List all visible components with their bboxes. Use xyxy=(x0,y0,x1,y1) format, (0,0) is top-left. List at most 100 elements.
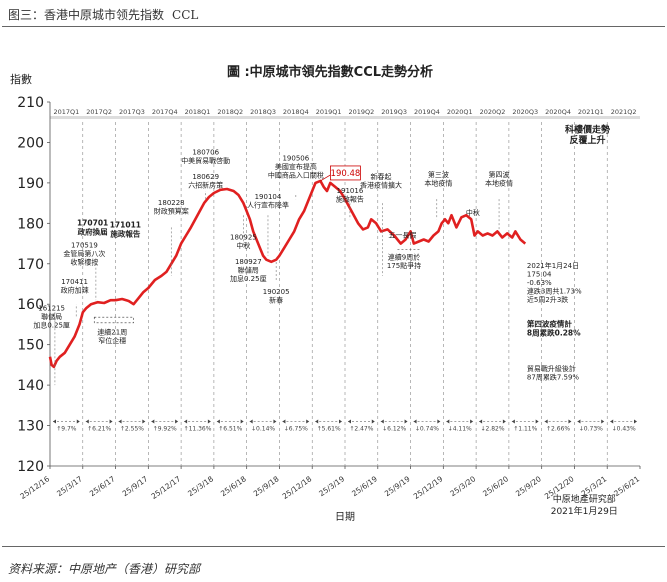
qoq-change-label: ↓2.82% xyxy=(480,426,504,433)
qoq-arrow-head xyxy=(118,419,122,424)
header-title-en: CCL xyxy=(172,8,199,22)
qoq-change-label: ↑6.51% xyxy=(218,426,242,433)
x-tick-label: 25/9/20 xyxy=(514,474,543,498)
qoq-arrow-head xyxy=(249,419,253,424)
quarter-label: 2017Q1 xyxy=(53,108,79,116)
event-annotation: 180927 聯儲局加息0.25厘 xyxy=(230,258,267,283)
event-annotation: 171011 施政報告 xyxy=(110,220,141,238)
qoq-change-label: ↑1.11% xyxy=(513,426,537,433)
qoq-arrow-head xyxy=(577,419,581,424)
quarter-label: 2020Q2 xyxy=(480,108,506,116)
event-annotation: 180925 中秋 xyxy=(230,234,257,251)
qoq-arrow-head xyxy=(479,419,483,424)
qoq-change-label: ↓6.12% xyxy=(382,426,406,433)
quarter-label: 2018Q4 xyxy=(283,108,309,116)
qoq-arrow-head xyxy=(273,419,277,424)
event-annotation: 第三波本地疫情 xyxy=(424,170,452,188)
qoq-arrow-head xyxy=(282,419,286,424)
ccl-series-line xyxy=(48,179,527,369)
qoq-arrow-head xyxy=(339,419,342,424)
qoq-arrow-head xyxy=(535,419,539,424)
event-annotation: 中秋 xyxy=(466,208,480,217)
peak-marker-leader xyxy=(320,174,331,182)
qoq-arrow-head xyxy=(380,419,384,424)
qoq-arrow-head xyxy=(109,419,113,424)
qoq-arrow-head xyxy=(85,419,89,424)
y-tick-label: 190 xyxy=(17,176,44,192)
y-tick-label: 140 xyxy=(17,378,44,394)
qoq-arrow-head xyxy=(348,419,351,424)
footer-rule xyxy=(2,546,665,547)
qoq-arrow-head xyxy=(568,419,572,424)
x-tick-label: 25/9/17 xyxy=(121,474,150,498)
credit-date: 2021年1月29日 xyxy=(551,505,618,517)
qoq-arrow-head xyxy=(470,419,474,424)
y-tick-label: 210 xyxy=(17,95,44,111)
qoq-change-label: ↑6.21% xyxy=(87,426,111,433)
qoq-change-label: ↑2.55% xyxy=(120,426,144,433)
x-tick-label: 25/6/17 xyxy=(88,474,117,498)
event-annotation: 連續9周於 175點爭持 xyxy=(387,253,421,271)
event-annotation: 180706 中美貿易戰啓動 xyxy=(181,149,230,166)
qoq-change-label: ↓0.43% xyxy=(612,426,636,433)
qoq-arrow-head xyxy=(610,419,614,424)
x-tick-label: 25/6/21 xyxy=(612,474,641,498)
qoq-arrow-head xyxy=(240,419,244,424)
y-tick-label: 170 xyxy=(17,257,44,273)
range-bracket xyxy=(93,316,134,324)
y-axis-label: 指數 xyxy=(10,72,32,86)
quarter-label: 2019Q1 xyxy=(316,108,342,116)
qoq-change-label: ↓6.75% xyxy=(284,426,308,433)
header-title: 图三：香港中原城市领先指数 xyxy=(8,8,165,22)
x-tick-label: 25/3/18 xyxy=(186,474,215,498)
qoq-arrow-head xyxy=(502,419,506,424)
event-annotation: 170411 政府加辣 xyxy=(61,278,89,295)
x-tick-label: 25/9/19 xyxy=(383,474,412,498)
page-header: 图三：香港中原城市领先指数 CCL xyxy=(8,6,198,23)
x-tick-label: 25/6/18 xyxy=(219,474,248,498)
qoq-change-label: ↑9.7% xyxy=(56,426,77,433)
qoq-arrow-head xyxy=(306,419,310,424)
qoq-change-label: ↑2.47% xyxy=(349,426,373,433)
qoq-arrow-head xyxy=(446,419,450,424)
quarter-label: 2017Q3 xyxy=(119,108,145,116)
peak-marker-box xyxy=(330,165,361,181)
quarter-label: 2020Q4 xyxy=(545,108,571,116)
qoq-change-label: ↓0.73% xyxy=(579,426,603,433)
y-tick-label: 150 xyxy=(17,338,44,354)
quarter-label: 2019Q3 xyxy=(381,108,407,116)
event-annotation: 190104 人行宣布降準 xyxy=(247,193,289,210)
event-annotation: 五一長假 xyxy=(388,230,416,239)
qoq-change-label: ↑2.66% xyxy=(546,426,570,433)
qoq-arrow-head xyxy=(437,419,441,424)
quarter-label: 2020Q1 xyxy=(447,108,473,116)
qoq-arrow-head xyxy=(53,419,56,424)
x-tick-label: 25/6/19 xyxy=(350,474,379,498)
qoq-arrow-head xyxy=(511,419,515,424)
event-annotation: 190205 新春 xyxy=(263,288,290,305)
qoq-change-label: ↑11.36% xyxy=(184,426,212,433)
event-annotation: 190506 美國宣布提高中國商品入口關稅 xyxy=(268,155,324,180)
qoq-arrow-head xyxy=(544,419,548,424)
event-annotation: 191016 施政報告 xyxy=(336,187,364,204)
event-annotation: 2021年1月24日 175.04 -0.63%連跌3周共1.73%近5周2升3跌 xyxy=(527,261,582,304)
quarter-band xyxy=(50,116,640,119)
event-annotation: 第四波本地疫情 xyxy=(485,170,513,188)
quarter-label: 2021Q2 xyxy=(611,108,637,116)
event-annotation: 170519 金管局第八次收緊樓按 xyxy=(63,242,105,267)
quarter-label: 2018Q2 xyxy=(217,108,243,116)
event-annotation: 170701 政府換屆 xyxy=(77,218,108,236)
footer-source: 资料来源：中原地产（香港）研究部 xyxy=(8,562,201,576)
x-tick-label: 25/3/20 xyxy=(448,474,477,498)
x-tick-label: 25/12/16 xyxy=(18,474,51,501)
event-annotation: 貿易戰升級後計 87周累跌7.59% xyxy=(527,364,579,382)
qoq-change-label: ↓4.11% xyxy=(448,426,472,433)
qoq-arrow-head xyxy=(634,419,637,424)
y-tick-label: 180 xyxy=(17,216,44,232)
quarter-label: 2018Q1 xyxy=(185,108,211,116)
qoq-arrow-head xyxy=(404,419,408,424)
x-tick-label: 25/9/18 xyxy=(252,474,281,498)
trend-note: 科樓價走勢反覆上升 xyxy=(565,123,610,146)
quarter-label: 2018Q3 xyxy=(250,108,276,116)
x-tick-label: 25/12/17 xyxy=(150,474,183,501)
